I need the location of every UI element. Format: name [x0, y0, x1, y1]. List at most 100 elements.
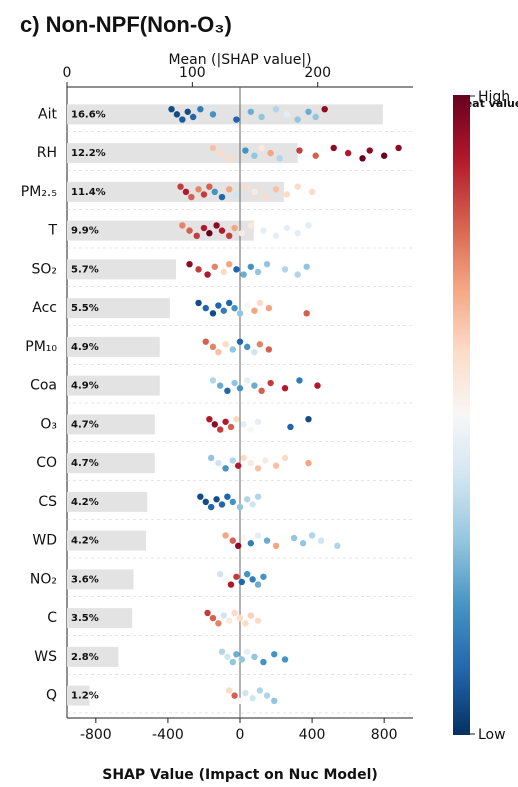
- shap-dot: [227, 423, 235, 431]
- shap-dot: [249, 501, 256, 508]
- shap-dot: [271, 651, 278, 658]
- shap-dot: [184, 108, 191, 115]
- shap-dot: [272, 542, 280, 550]
- shap-dot: [225, 617, 233, 624]
- shap-dot: [218, 193, 226, 201]
- shap-dot: [177, 183, 184, 190]
- shap-dot: [229, 498, 236, 506]
- shap-dot: [216, 149, 224, 157]
- shap-dot: [312, 152, 319, 159]
- top-axis-label: Mean (|SHAP value|): [168, 52, 311, 68]
- shap-dot: [305, 222, 312, 229]
- percent-label: 4.7%: [71, 419, 99, 430]
- importance-bar: [67, 375, 160, 396]
- shap-dot: [254, 493, 262, 500]
- colorbar-low: Low: [478, 727, 506, 743]
- shap-dot: [209, 614, 217, 622]
- shap-dot: [251, 348, 258, 356]
- shap-dot: [321, 105, 328, 113]
- shap-dot: [236, 338, 244, 345]
- shap-dot: [317, 537, 325, 544]
- shap-dot: [296, 377, 303, 384]
- shap-dot: [254, 268, 262, 276]
- category-label: NO₂: [30, 571, 57, 587]
- shap-dot: [236, 697, 244, 705]
- shap-dot: [240, 271, 247, 278]
- shap-dot: [238, 230, 246, 237]
- shap-dot: [247, 108, 255, 115]
- percent-label: 4.7%: [71, 458, 99, 469]
- top-tick-label: 0: [63, 65, 72, 81]
- shap-dot: [216, 426, 224, 433]
- shap-dot: [200, 191, 208, 198]
- percent-label: 12.2%: [71, 148, 106, 159]
- shap-dot: [207, 454, 215, 462]
- shap-dot: [249, 576, 256, 583]
- shap-dot: [195, 299, 202, 307]
- shap-dot: [308, 188, 316, 196]
- category-label: PM₂.₅: [21, 184, 57, 200]
- percent-label: 11.4%: [71, 187, 106, 198]
- shap-dot: [305, 459, 312, 467]
- shap-dot: [305, 108, 312, 115]
- shap-dot: [206, 183, 213, 190]
- shap-dot: [229, 457, 236, 464]
- shap-dot: [236, 503, 244, 511]
- importance-bar: [67, 491, 148, 512]
- shap-dot: [308, 532, 316, 539]
- category-label: PM₁₀: [25, 339, 57, 355]
- shap-dot: [188, 193, 195, 201]
- shap-dot: [263, 260, 271, 268]
- shap-dot: [222, 418, 229, 425]
- importance-bar: [67, 608, 133, 629]
- shap-dot: [186, 260, 193, 268]
- shap-dot: [244, 377, 251, 384]
- shap-dot: [294, 230, 301, 237]
- shap-dot: [224, 493, 231, 500]
- importance-bar: [67, 104, 383, 125]
- shap-dot: [247, 222, 255, 229]
- shap-dot: [312, 113, 319, 121]
- colorbar-high: High: [478, 89, 510, 105]
- shap-dot: [220, 612, 227, 619]
- category-label: RH: [37, 145, 57, 161]
- top-tick-label: 100: [179, 65, 206, 81]
- shap-dot: [233, 573, 240, 580]
- shap-dot: [227, 581, 235, 588]
- shap-dot: [267, 149, 274, 157]
- shap-dot: [233, 116, 240, 123]
- shap-dot: [225, 260, 233, 268]
- category-label: CS: [38, 494, 57, 510]
- category-label: WS: [34, 649, 57, 665]
- shap-dot: [213, 222, 220, 229]
- shap-dot: [359, 155, 366, 162]
- shap-dot: [231, 224, 238, 232]
- shap-dot: [222, 576, 229, 583]
- category-label: Ait: [38, 106, 57, 122]
- shap-dot: [236, 385, 244, 392]
- shap-dot: [195, 266, 202, 273]
- shap-dot: [296, 147, 303, 154]
- shap-dot: [271, 697, 278, 705]
- percent-label: 1.2%: [71, 691, 99, 702]
- shap-dot: [244, 496, 251, 503]
- shap-dot: [272, 462, 280, 469]
- shap-dot: [263, 692, 271, 699]
- percent-label: 2.8%: [71, 652, 99, 663]
- shap-dot: [202, 338, 209, 345]
- shap-dot: [267, 379, 274, 387]
- shap-dot: [242, 183, 249, 190]
- shap-dot: [247, 263, 255, 270]
- shap-dot: [294, 271, 301, 278]
- shap-dot: [254, 465, 262, 472]
- shap-dot: [249, 695, 256, 702]
- importance-bar: [67, 646, 119, 667]
- shap-dot: [209, 343, 217, 351]
- category-label: SO₂: [31, 261, 57, 277]
- x-tick-label: -400: [152, 727, 184, 743]
- shap-dot: [272, 105, 280, 113]
- shap-dot: [195, 186, 202, 193]
- shap-dot: [234, 542, 242, 550]
- category-label: Acc: [32, 300, 57, 316]
